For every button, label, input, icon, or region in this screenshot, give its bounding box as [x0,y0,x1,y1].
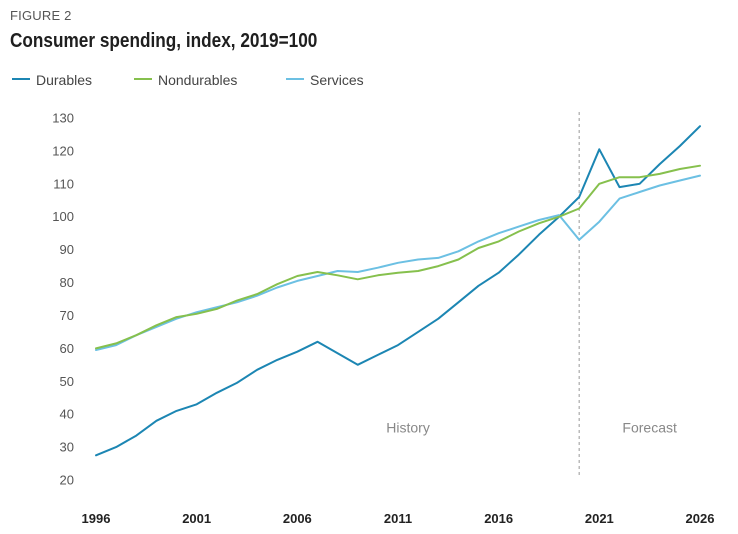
x-tick-label: 2021 [585,511,614,526]
x-tick-label: 2026 [686,511,715,526]
y-tick-label: 100 [52,209,74,224]
series-line-services [95,174,701,351]
y-tick-label: 60 [60,341,74,356]
legend-item-nondurables: Nondurables [134,72,237,88]
y-tick-label: 80 [60,275,74,290]
y-tick-label: 50 [60,374,74,389]
legend-swatch-durables [12,78,30,81]
x-tick-label: 2006 [283,511,312,526]
y-tick-label: 90 [60,242,74,257]
x-tick-label: 2016 [484,511,513,526]
y-tick-label: 110 [53,176,74,191]
x-tick-label: 2011 [384,511,412,526]
legend-swatch-services [286,78,304,81]
legend-item-durables: Durables [12,72,92,88]
annotation-history: History [386,419,430,435]
y-tick-label: 130 [52,111,74,126]
figure-label: FIGURE 2 [10,8,72,23]
series-line-nondurables [95,164,701,350]
x-tick-label: 1996 [82,511,111,526]
legend-label-nondurables: Nondurables [158,72,238,88]
y-tick-label: 120 [52,143,74,158]
y-tick-label: 20 [60,473,74,488]
legend-item-services: Services [286,72,364,88]
y-tick-label: 70 [60,308,74,323]
y-tick-label: 40 [60,407,74,422]
legend-swatch-nondurables [134,78,152,81]
legend-label-services: Services [310,72,364,88]
chart-title: Consumer spending, index, 2019=100 [10,30,318,52]
y-tick-label: 30 [60,440,74,455]
x-tick-label: 2001 [182,511,211,526]
legend-label-durables: Durables [36,72,93,88]
annotation-forecast: Forecast [622,419,677,435]
series-line-durables [95,125,701,457]
